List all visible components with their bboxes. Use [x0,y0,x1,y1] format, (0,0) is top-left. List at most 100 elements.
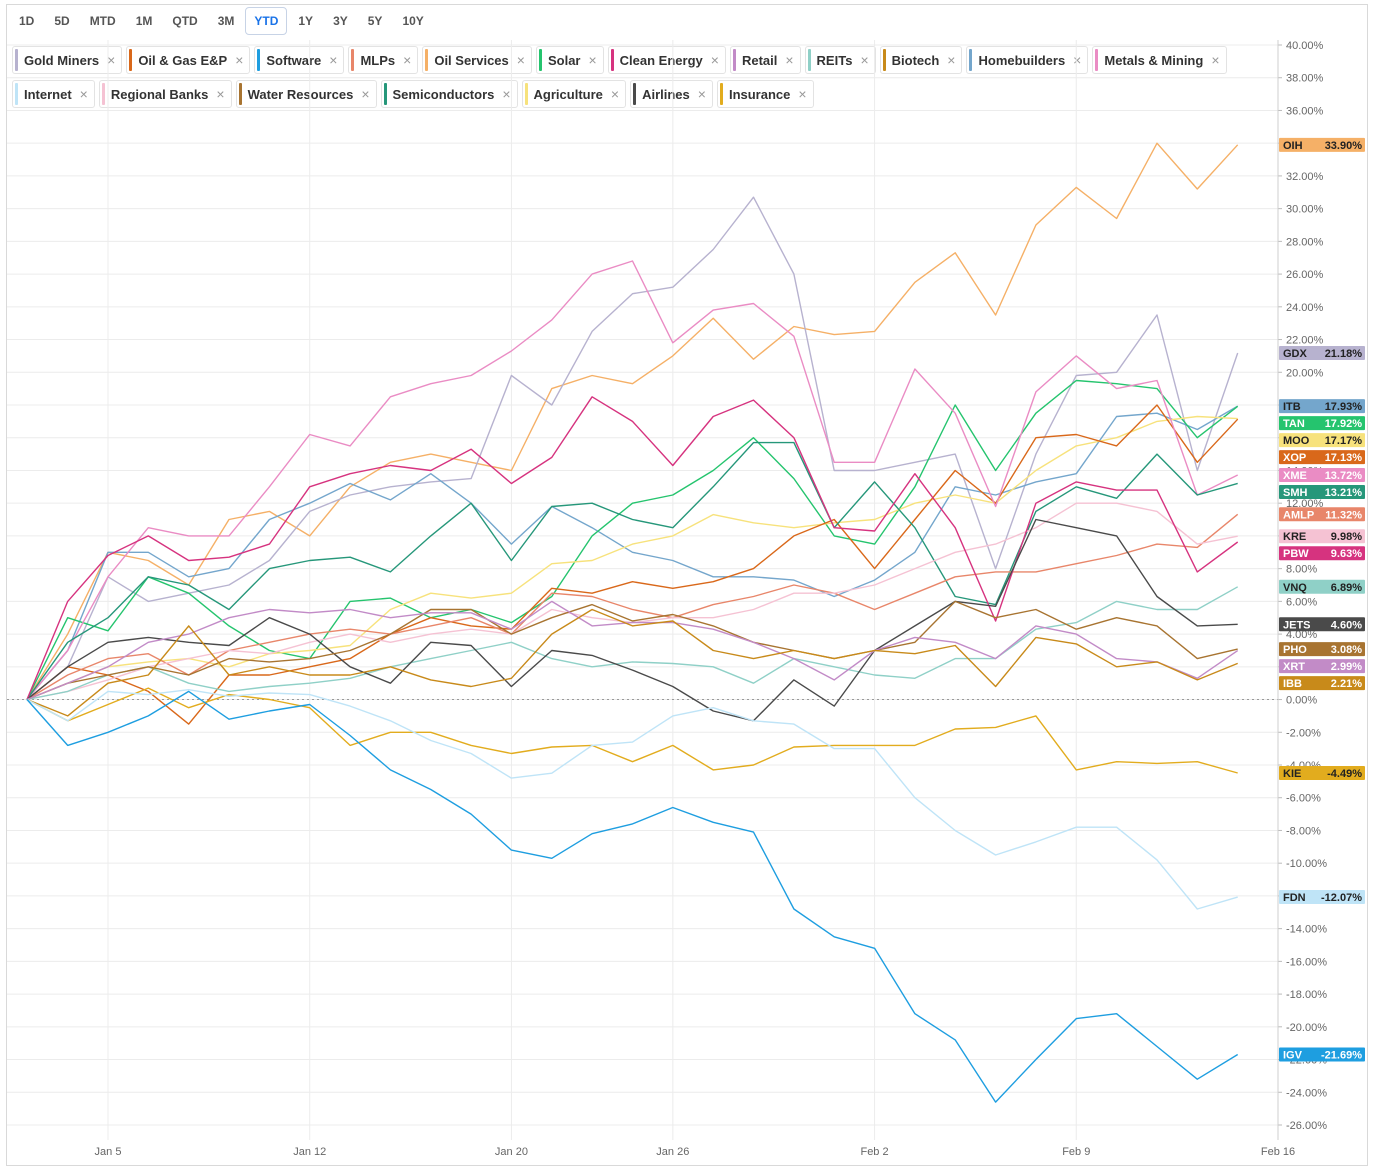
y-tick-label: 28.00% [1286,236,1324,248]
remove-series-icon[interactable]: × [516,52,525,68]
remove-series-icon[interactable]: × [107,52,116,68]
remove-series-icon[interactable]: × [697,86,706,102]
remove-series-icon[interactable]: × [1073,52,1082,68]
value-tag-ticker: PHO [1283,644,1307,656]
legend-chip-insurance[interactable]: Insurance × [716,80,814,108]
legend-chip-metals-mining[interactable]: Metals & Mining × [1092,46,1227,74]
value-tag-value: 9.98% [1331,531,1362,543]
legend-swatch [633,83,637,105]
range-button-5y[interactable]: 5Y [367,14,383,28]
remove-series-icon[interactable]: × [798,86,807,102]
legend-chip-agriculture[interactable]: Agriculture × [521,80,627,108]
series-line-pho[interactable] [26,600,1238,701]
remove-series-icon[interactable]: × [1211,52,1220,68]
series-line-gdx[interactable] [26,196,1239,701]
series-line-tan[interactable] [26,379,1239,700]
series-line-oih[interactable] [26,142,1239,700]
legend-chip-oil-services[interactable]: Oil Services × [422,46,532,74]
range-button-mtd[interactable]: MTD [89,14,116,28]
legend-chip-retail[interactable]: Retail × [729,46,801,74]
series-line-xme[interactable] [26,260,1239,700]
remove-series-icon[interactable]: × [403,52,412,68]
value-tag-value: 17.92% [1325,418,1363,430]
series-homebuilders [26,405,1239,700]
value-tag-bg [1279,1047,1365,1062]
legend-chip-reits[interactable]: REITs × [804,46,876,74]
series-line-pbw[interactable] [26,396,1239,700]
value-tag-value: 4.60% [1331,619,1362,631]
remove-series-icon[interactable]: × [361,86,370,102]
remove-series-icon[interactable]: × [235,52,244,68]
series-line-kie[interactable] [26,687,1238,774]
series-line-smh[interactable] [26,441,1238,700]
y-tick-label: -8.00% [1286,825,1321,837]
series-line-amlp[interactable] [26,513,1239,701]
legend-chip-internet[interactable]: Internet × [12,80,95,108]
value-tag-bg [1279,617,1365,632]
legend-chip-biotech[interactable]: Biotech × [879,46,963,74]
series-line-xrt[interactable] [26,600,1239,701]
y-tick-label: -20.00% [1286,1022,1327,1034]
legend-swatch [969,49,973,71]
legend-swatch [15,83,18,105]
range-button-qtd[interactable]: QTD [172,14,198,28]
y-tick-label: -24.00% [1286,1087,1327,1099]
legend-chip-software[interactable]: Software × [254,46,345,74]
remove-series-icon[interactable]: × [79,86,88,102]
remove-series-icon[interactable]: × [785,52,794,68]
remove-series-icon[interactable]: × [502,86,511,102]
series-insurance [26,687,1238,774]
series-line-itb[interactable] [26,405,1239,700]
value-tag-oih: OIH 33.90% [1279,137,1365,152]
range-button-3y[interactable]: 3Y [333,14,348,28]
range-button-5d[interactable]: 5D [54,14,70,28]
legend-label: Agriculture [533,86,603,102]
range-button-1d[interactable]: 1D [19,14,35,28]
value-tag-igv: IGV -21.69% [1279,1047,1365,1062]
range-button-10y[interactable]: 10Y [402,14,424,28]
remove-series-icon[interactable]: × [329,52,338,68]
value-tag-ticker: IGV [1283,1049,1303,1061]
value-tag-bg [1279,345,1365,360]
range-button-1y[interactable]: 1Y [298,14,314,28]
value-tag-kre: KRE 9.98% [1279,529,1365,544]
legend-chip-water-resources[interactable]: Water Resources × [235,80,377,108]
remove-series-icon[interactable]: × [588,52,597,68]
legend-chip-homebuilders[interactable]: Homebuilders × [966,46,1089,74]
series-line-igv[interactable] [26,690,1239,1103]
legend-chip-clean-energy[interactable]: Clean Energy × [607,46,726,74]
remove-series-icon[interactable]: × [947,52,956,68]
legend-row: Gold Miners × Oil & Gas E&P × Software × MLPs ×… [12,46,1274,74]
legend-chip-regional-banks[interactable]: Regional Banks × [98,80,232,108]
range-button-ytd[interactable]: YTD [245,7,288,35]
series-line-moo[interactable] [26,415,1238,701]
legend-chip-gold-miners[interactable]: Gold Miners × [12,46,123,74]
range-button-3m[interactable]: 3M [217,14,235,28]
legend-chip-mlps[interactable]: MLPs × [348,46,419,74]
legend-chip-semiconductors[interactable]: Semiconductors × [380,80,518,108]
remove-series-icon[interactable]: × [860,52,869,68]
series-line-vnq[interactable] [26,586,1239,701]
series-line-xop[interactable] [26,404,1239,725]
legend-label: Homebuilders [978,52,1066,68]
value-tag-value: 11.32% [1325,509,1362,521]
x-tick-label: Feb 2 [860,1146,888,1158]
remove-series-icon[interactable]: × [710,52,719,68]
value-tag-tan: TAN 17.92% [1279,416,1365,431]
value-tag-kie: KIE -4.49% [1279,766,1365,781]
y-tick-label: -26.00% [1286,1120,1327,1132]
remove-series-icon[interactable]: × [216,86,225,102]
range-button-1m[interactable]: 1M [135,14,153,28]
value-tag-ticker: PBW [1283,548,1309,560]
series-line-fdn[interactable] [26,689,1238,910]
legend-chip-oil-gas-e-p[interactable]: Oil & Gas E&P × [126,46,251,74]
value-tag-ticker: XOP [1283,452,1306,464]
legend-chip-airlines[interactable]: Airlines × [630,80,713,108]
series-line-ibb[interactable] [26,608,1238,717]
legend-chip-solar[interactable]: Solar × [535,46,604,74]
remove-series-icon[interactable]: × [610,86,620,102]
series-line-jets[interactable] [26,518,1238,722]
legend-label: Water Resources [247,86,354,102]
value-tag-ticker: SMH [1283,487,1308,499]
